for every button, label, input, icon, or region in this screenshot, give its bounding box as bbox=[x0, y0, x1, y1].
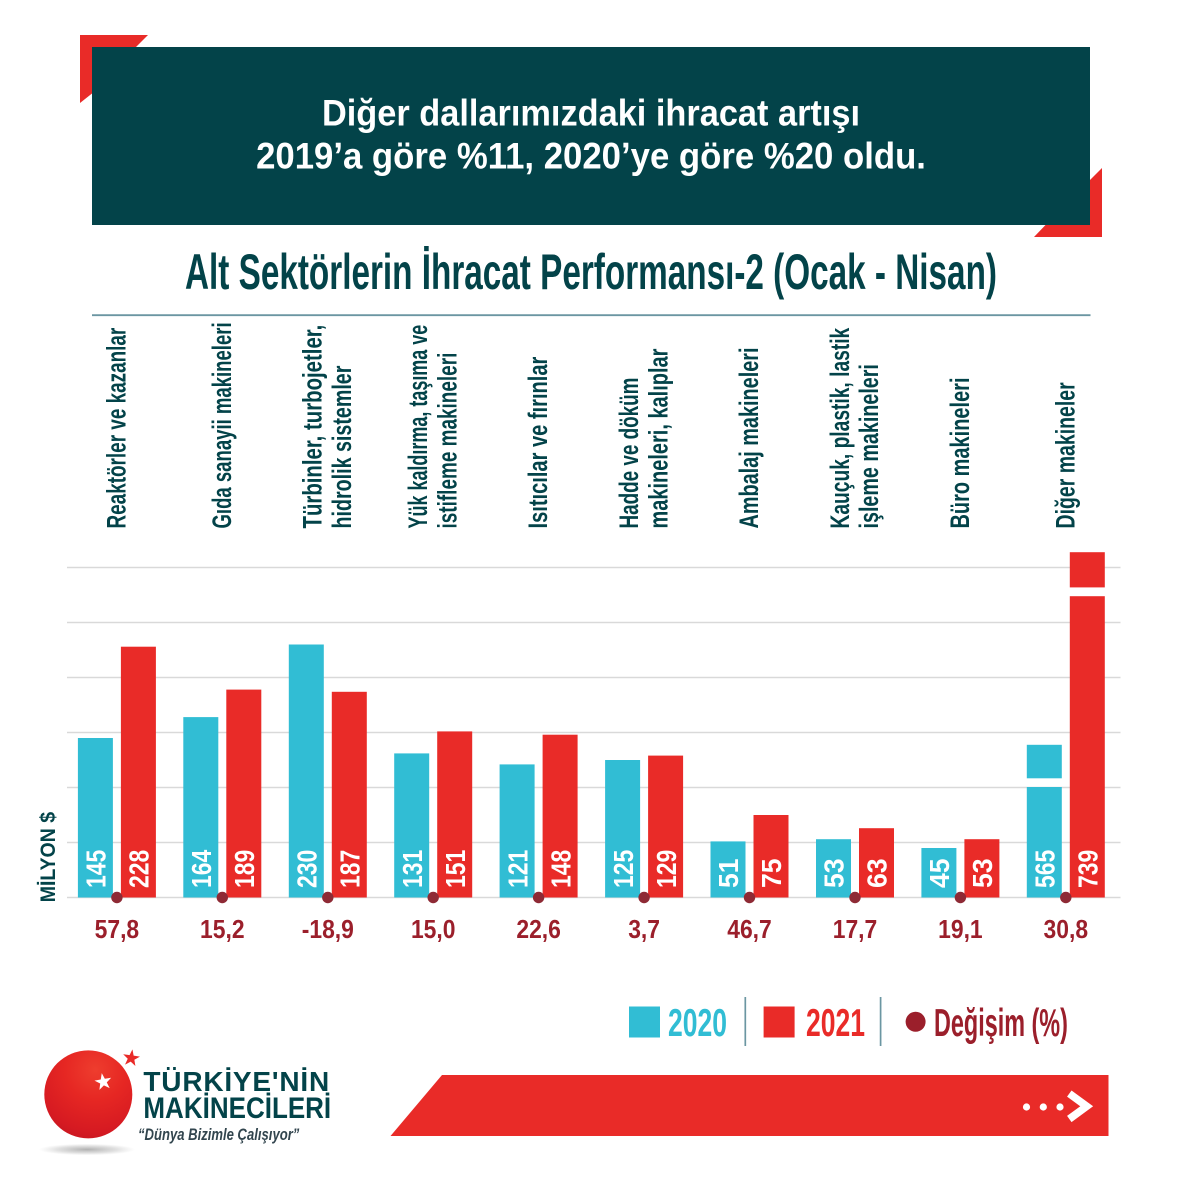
svg-text:Türbinler, turbojetler,: Türbinler, turbojetler, bbox=[298, 325, 328, 529]
svg-text:17,7: 17,7 bbox=[833, 916, 877, 945]
svg-text:230: 230 bbox=[292, 850, 323, 888]
svg-text:2019’a göre %11, 2020’ye göre: 2019’a göre %11, 2020’ye göre %20 oldu. bbox=[256, 136, 926, 177]
svg-text:-18,9: -18,9 bbox=[302, 916, 354, 945]
svg-text:19,1: 19,1 bbox=[938, 916, 982, 945]
svg-text:Ambalaj makineleri: Ambalaj makineleri bbox=[735, 347, 765, 528]
svg-text:53: 53 bbox=[966, 858, 998, 888]
svg-text:121: 121 bbox=[503, 850, 534, 888]
svg-text:129: 129 bbox=[652, 850, 683, 888]
svg-text:MİLYON $: MİLYON $ bbox=[36, 812, 60, 902]
svg-text:30,8: 30,8 bbox=[1044, 916, 1088, 945]
svg-text:739: 739 bbox=[1073, 850, 1104, 888]
svg-text:2021: 2021 bbox=[806, 1002, 865, 1045]
svg-text:57,8: 57,8 bbox=[95, 916, 139, 945]
svg-text:Gıda sanayii makineleri: Gıda sanayii makineleri bbox=[206, 322, 236, 528]
svg-text:Yük kaldırma, taşıma ve: Yük kaldırma, taşıma ve bbox=[402, 325, 433, 529]
svg-text:46,7: 46,7 bbox=[727, 916, 771, 945]
svg-text:istifleme makineleri: istifleme makineleri bbox=[432, 353, 462, 529]
svg-text:51: 51 bbox=[713, 858, 745, 888]
svg-text:Diğer makineler: Diğer makineler bbox=[1050, 382, 1080, 528]
svg-text:2020: 2020 bbox=[668, 1002, 727, 1045]
svg-text:makineleri, kalıplar: makineleri, kalıplar bbox=[644, 349, 675, 529]
svg-text:Büro makineleri: Büro makineleri bbox=[945, 377, 976, 528]
svg-text:53: 53 bbox=[818, 858, 850, 888]
svg-text:“Dünya Bizimle Çalışıyor”: “Dünya Bizimle Çalışıyor” bbox=[138, 1125, 300, 1144]
svg-text:187: 187 bbox=[335, 850, 366, 888]
svg-text:151: 151 bbox=[441, 850, 472, 888]
svg-text:Isıtıcılar ve fırınlar: Isıtıcılar ve fırınlar bbox=[523, 357, 554, 529]
svg-text:Değişim (%): Değişim (%) bbox=[934, 1001, 1068, 1045]
svg-text:22,6: 22,6 bbox=[516, 916, 560, 945]
svg-text:Reaktörler ve kazanlar: Reaktörler ve kazanlar bbox=[101, 328, 131, 529]
svg-text:işleme makineleri: işleme makineleri bbox=[855, 364, 885, 528]
svg-text:45: 45 bbox=[923, 858, 955, 888]
svg-text:565: 565 bbox=[1030, 850, 1061, 888]
svg-text:228: 228 bbox=[125, 850, 156, 888]
svg-text:3,7: 3,7 bbox=[628, 916, 660, 945]
svg-text:75: 75 bbox=[756, 858, 788, 888]
svg-text:15,2: 15,2 bbox=[200, 916, 244, 945]
svg-text:MAKİNECİLERİ: MAKİNECİLERİ bbox=[143, 1091, 331, 1124]
svg-text:63: 63 bbox=[861, 858, 893, 888]
svg-text:15,0: 15,0 bbox=[411, 916, 455, 945]
svg-text:Hadde ve döküm: Hadde ve döküm bbox=[614, 378, 644, 529]
svg-text:Kauçuk, plastik, lastik: Kauçuk, plastik, lastik bbox=[825, 327, 855, 529]
svg-text:Alt Sektörlerin İhracat Perfor: Alt Sektörlerin İhracat Performansı-2 (O… bbox=[185, 244, 997, 299]
svg-text:125: 125 bbox=[609, 850, 640, 888]
svg-text:131: 131 bbox=[398, 850, 429, 888]
svg-text:hidrolik sistemler: hidrolik sistemler bbox=[328, 366, 358, 529]
svg-text:TÜRKİYE'NİN: TÜRKİYE'NİN bbox=[143, 1066, 330, 1097]
svg-text:148: 148 bbox=[546, 850, 577, 888]
svg-text:145: 145 bbox=[82, 850, 113, 888]
svg-text:189: 189 bbox=[230, 850, 261, 888]
svg-text:Diğer dallarımızdaki ihracat a: Diğer dallarımızdaki ihracat artışı bbox=[322, 92, 860, 133]
svg-text:164: 164 bbox=[187, 849, 218, 888]
